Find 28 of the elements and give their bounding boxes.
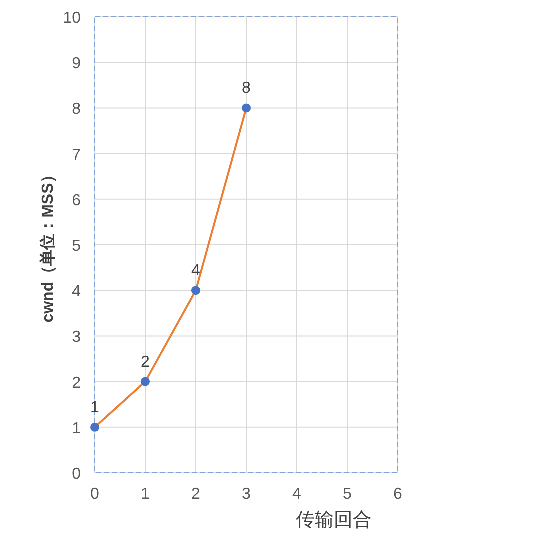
y-tick-label: 3: [72, 329, 82, 346]
x-tick-label: 0: [90, 486, 100, 503]
x-tick-label: 5: [343, 486, 352, 503]
point: [192, 286, 200, 296]
y-tick-label: 0: [72, 466, 82, 483]
x-tick-label: 3: [242, 486, 252, 503]
y-tick-label: 8: [72, 101, 82, 118]
y-tick-label: 5: [72, 238, 82, 255]
x-tick-label: 4: [292, 486, 302, 503]
x-axis-title: 传输回合: [296, 510, 372, 531]
x-tick-label: 6: [394, 486, 403, 503]
y-axis-title: cwnd（单位：MSS）: [39, 167, 57, 323]
y-tick-label: 6: [72, 192, 82, 210]
y-tick-label: 9: [72, 56, 82, 73]
x-tick-label: 2: [192, 486, 201, 503]
y-tick-label: 4: [72, 284, 82, 301]
y-tick-label: 2: [72, 374, 82, 392]
point: [141, 377, 150, 386]
data-label: 2: [141, 354, 150, 371]
data-label: 1: [90, 399, 100, 416]
x-tick-label: 1: [141, 486, 150, 503]
data-label: 8: [242, 80, 252, 98]
point: [242, 104, 251, 113]
data-label: 4: [192, 262, 201, 280]
y-tick-label: 7: [72, 146, 82, 164]
point: [90, 422, 100, 432]
y-tick-label: 1: [72, 420, 82, 438]
y-tick-label: 10: [63, 10, 82, 27]
